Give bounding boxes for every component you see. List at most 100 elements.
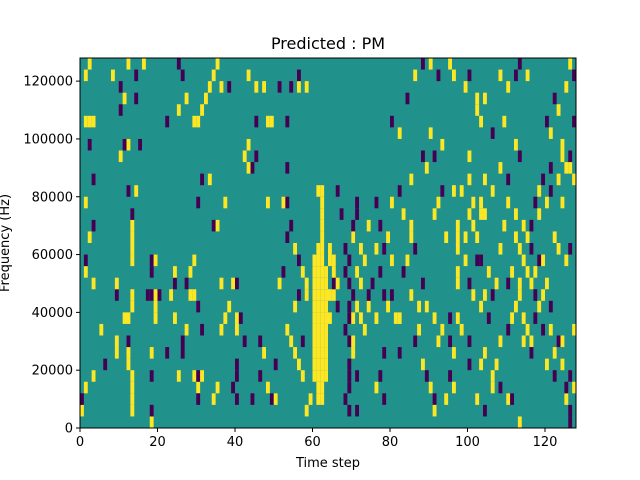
heatmap-cell-low	[541, 173, 546, 186]
heatmap-cell-high	[219, 81, 224, 93]
heatmap-cell-low	[390, 115, 394, 128]
heatmap-cell-high	[324, 289, 329, 301]
heatmap-cell-high	[409, 231, 414, 243]
heatmap-cell-low	[196, 370, 201, 382]
heatmap-cell-low	[537, 254, 542, 267]
heatmap-cell-high	[320, 266, 325, 278]
x-tick-label: 40	[227, 435, 244, 450]
heatmap-cell-high	[514, 138, 518, 151]
heatmap-cell-high	[452, 381, 456, 394]
heatmap-cell-high	[312, 347, 317, 359]
heatmap-cell-high	[324, 335, 329, 348]
heatmap-cell-low	[149, 370, 154, 382]
heatmap-cell-low	[568, 150, 573, 163]
plot-area	[79, 57, 577, 429]
heatmap-cell-high	[498, 335, 503, 348]
heatmap-cell-high	[114, 335, 119, 348]
heatmap-cell-high	[312, 300, 317, 313]
heatmap-cell-low	[339, 208, 344, 220]
heatmap-cell-high	[328, 312, 332, 324]
y-tick-label: 100000	[23, 132, 73, 147]
heatmap-cell-high	[215, 219, 220, 232]
heatmap-cell-high	[483, 347, 487, 359]
heatmap-cell-high	[510, 266, 515, 278]
heatmap-cell-low	[533, 196, 538, 209]
heatmap-cell-high	[91, 370, 96, 382]
heatmap-cell-high	[316, 277, 321, 290]
heatmap-cell-high	[273, 393, 278, 405]
heatmap-cell-low	[479, 254, 484, 267]
heatmap-cell-high	[374, 312, 379, 324]
heatmap-cell-low	[297, 69, 301, 82]
heatmap-cell-low	[297, 254, 301, 267]
heatmap-cell-high	[91, 277, 96, 290]
heatmap-cell-high	[475, 104, 480, 116]
heatmap-cell-high	[312, 289, 317, 301]
y-tick-label: 120000	[23, 75, 73, 90]
x-tick-label: 60	[304, 435, 321, 450]
heatmap-cell-low	[343, 393, 348, 405]
heatmap-cell-low	[254, 115, 259, 128]
heatmap-cell-low	[134, 92, 139, 105]
heatmap-cell-high	[300, 370, 305, 382]
heatmap-cell-high	[130, 289, 135, 301]
heatmap-cell-high	[231, 277, 236, 290]
heatmap-cell-low	[196, 393, 201, 405]
heatmap-cell-high	[529, 335, 534, 348]
heatmap-cell-high	[455, 312, 460, 324]
heatmap-cell-low	[552, 92, 557, 105]
heatmap-cell-high	[359, 243, 363, 255]
heatmap-cell-high	[316, 312, 321, 324]
heatmap-cell-high	[200, 370, 205, 382]
heatmap-cell-low	[448, 335, 453, 348]
heatmap-cell-high	[494, 277, 499, 290]
heatmap-cell-high	[560, 358, 565, 371]
heatmap-cell-high	[362, 323, 367, 336]
heatmap-cell-high	[324, 323, 329, 336]
heatmap-cell-high	[126, 58, 131, 70]
heatmap-cell-high	[211, 393, 216, 405]
heatmap-cell-low	[180, 335, 185, 348]
heatmap-cell-high	[564, 81, 569, 93]
heatmap-cell-high	[436, 335, 441, 348]
heatmap-cell-high	[467, 208, 472, 220]
heatmap-cell-high	[529, 277, 534, 290]
heatmap-cell-high	[483, 92, 487, 105]
heatmap-cell-high	[560, 335, 565, 348]
heatmap-cell-high	[130, 393, 135, 405]
heatmap-cell-low	[273, 358, 278, 371]
heatmap-cell-high	[204, 92, 208, 105]
heatmap-cell-high	[572, 381, 577, 394]
heatmap-cell-high	[223, 312, 228, 324]
heatmap-cell-high	[99, 323, 104, 336]
heatmap-cell-low	[347, 300, 352, 313]
heatmap-cell-high	[366, 300, 371, 313]
heatmap-cell-low	[448, 312, 453, 324]
heatmap-cell-high	[483, 208, 487, 220]
heatmap-cell-high	[235, 323, 239, 336]
heatmap-cell-high	[459, 185, 464, 197]
heatmap-cell-high	[235, 312, 239, 324]
heatmap-cell-high	[114, 347, 119, 359]
heatmap-cell-high	[266, 381, 270, 394]
heatmap-cell-high	[525, 69, 530, 82]
heatmap-cell-high	[537, 185, 542, 197]
heatmap-cell-high	[320, 231, 325, 243]
heatmap-cell-low	[145, 289, 150, 301]
heatmap-cell-low	[289, 81, 294, 93]
heatmap-cell-high	[312, 254, 317, 267]
heatmap-cell-high	[320, 300, 325, 313]
heatmap-cell-high	[320, 381, 325, 394]
heatmap-cell-low	[149, 254, 154, 267]
heatmap-cell-low	[355, 370, 360, 382]
heatmap-cell-high	[304, 404, 309, 417]
heatmap-cell-low	[347, 370, 352, 382]
heatmap-cell-high	[316, 358, 321, 371]
heatmap-cell-low	[490, 127, 495, 139]
heatmap-cell-high	[351, 312, 356, 324]
heatmap-cell-low	[235, 370, 239, 382]
heatmap-cell-high	[312, 266, 317, 278]
heatmap-cell-low	[436, 69, 441, 82]
x-tick-label: 0	[76, 435, 84, 450]
heatmap-cell-high	[556, 243, 561, 255]
